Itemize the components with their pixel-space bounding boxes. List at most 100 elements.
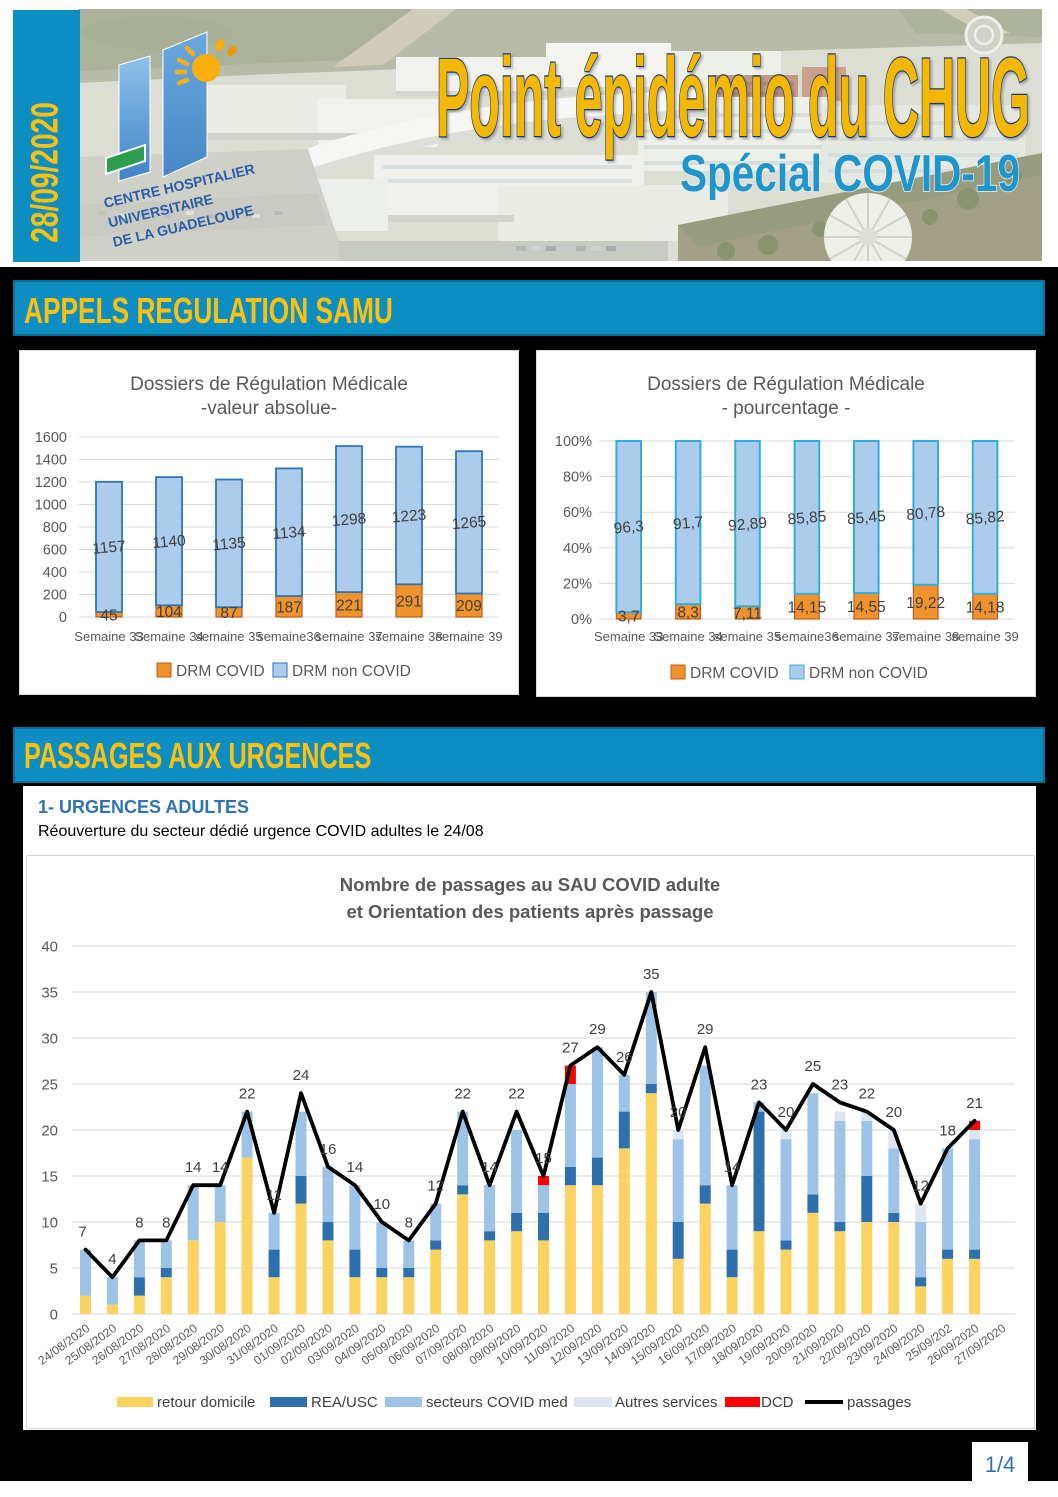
svg-text:22: 22 <box>239 1086 256 1103</box>
svg-text:5: 5 <box>50 1260 58 1277</box>
svg-text:10: 10 <box>373 1196 390 1213</box>
svg-text:1265: 1265 <box>451 513 487 533</box>
svg-text:et Orientation des patients ap: et Orientation des patients après passag… <box>346 901 713 922</box>
svg-text:1134: 1134 <box>272 523 307 543</box>
svg-text:14: 14 <box>481 1159 498 1176</box>
svg-text:DRM non COVID: DRM non COVID <box>292 663 411 680</box>
svg-text:semaine 37: semaine 37 <box>315 629 382 644</box>
svg-text:Semaine 33: Semaine 33 <box>594 629 663 644</box>
svg-text:87: 87 <box>220 605 237 622</box>
svg-text:30: 30 <box>41 1030 58 1047</box>
svg-text:14: 14 <box>212 1159 229 1176</box>
svg-text:1223: 1223 <box>391 507 427 527</box>
svg-text:209: 209 <box>456 598 482 615</box>
svg-text:35: 35 <box>41 984 58 1001</box>
svg-text:800: 800 <box>43 520 67 536</box>
svg-text:16: 16 <box>320 1141 337 1158</box>
svg-text:14: 14 <box>724 1159 741 1176</box>
svg-text:passages: passages <box>847 1394 911 1411</box>
svg-text:12: 12 <box>912 1178 929 1195</box>
svg-text:22: 22 <box>454 1086 471 1103</box>
svg-text:25: 25 <box>805 1058 822 1075</box>
svg-text:1600: 1600 <box>35 430 67 446</box>
svg-text:1000: 1000 <box>35 498 67 514</box>
svg-text:14,18: 14,18 <box>966 599 1005 616</box>
svg-text:Nombre de passages au SAU COVI: Nombre de passages au SAU COVID adulte <box>340 874 720 895</box>
svg-text:85,45: 85,45 <box>846 508 886 528</box>
svg-text:12: 12 <box>427 1178 444 1195</box>
svg-text:29: 29 <box>589 1021 606 1038</box>
svg-text:Point épidémio du CHUG: Point épidémio du CHUG <box>436 40 1030 160</box>
svg-text:29: 29 <box>697 1021 714 1038</box>
svg-text:20: 20 <box>885 1104 902 1121</box>
svg-text:DCD: DCD <box>761 1394 794 1411</box>
svg-text:Spécial COVID-19: Spécial COVID-19 <box>680 145 1020 200</box>
svg-text:100%: 100% <box>555 434 592 450</box>
svg-text:14,15: 14,15 <box>788 599 827 616</box>
svg-text:104: 104 <box>156 604 182 621</box>
svg-text:21: 21 <box>966 1095 983 1112</box>
svg-text:40: 40 <box>41 938 58 955</box>
svg-text:23: 23 <box>832 1076 849 1093</box>
svg-text:8,3: 8,3 <box>677 605 699 622</box>
svg-text:8: 8 <box>405 1214 413 1231</box>
svg-text:23: 23 <box>751 1076 768 1093</box>
svg-text:Semaine 34: Semaine 34 <box>134 629 203 644</box>
svg-text:96,3: 96,3 <box>613 518 645 538</box>
svg-text:0: 0 <box>59 610 67 626</box>
svg-text:secteurs COVID med: secteurs COVID med <box>426 1394 568 1411</box>
svg-text:25: 25 <box>41 1076 58 1093</box>
svg-text:REA/USC: REA/USC <box>311 1394 378 1411</box>
svg-text:14: 14 <box>347 1159 364 1176</box>
svg-text:7: 7 <box>78 1224 86 1241</box>
svg-text:26: 26 <box>616 1049 633 1066</box>
svg-text:14,55: 14,55 <box>847 599 886 616</box>
svg-text:semaine 38: semaine 38 <box>375 629 442 644</box>
svg-text:187: 187 <box>276 600 302 617</box>
svg-text:DRM non COVID: DRM non COVID <box>809 665 928 682</box>
svg-text:1200: 1200 <box>35 475 67 491</box>
svg-text:92,89: 92,89 <box>728 515 768 535</box>
svg-text:291: 291 <box>396 594 422 611</box>
svg-text:8: 8 <box>162 1214 170 1231</box>
svg-text:27: 27 <box>562 1040 579 1057</box>
svg-text:200: 200 <box>43 588 67 604</box>
svg-text:Semaine 34: Semaine 34 <box>653 629 722 644</box>
svg-text:4: 4 <box>108 1251 116 1268</box>
svg-text:Semaine 33: Semaine 33 <box>74 629 143 644</box>
svg-text:7,11: 7,11 <box>733 606 762 623</box>
svg-text:semaine 35: semaine 35 <box>714 629 781 644</box>
svg-text:semaine 38: semaine 38 <box>892 629 959 644</box>
svg-text:1400: 1400 <box>35 453 67 469</box>
svg-text:1135: 1135 <box>212 534 247 554</box>
svg-text:35: 35 <box>643 966 660 983</box>
svg-text:85,82: 85,82 <box>965 508 1005 528</box>
svg-text:Dossiers de Régulation Médical: Dossiers de Régulation Médicale <box>647 374 925 395</box>
svg-text:60%: 60% <box>563 505 592 521</box>
svg-text:Autres services: Autres services <box>615 1394 718 1411</box>
svg-text:8: 8 <box>135 1214 143 1231</box>
svg-text:0%: 0% <box>571 612 592 628</box>
svg-text:0: 0 <box>50 1306 58 1323</box>
svg-text:- pourcentage -: - pourcentage - <box>722 398 851 419</box>
svg-text:DRM COVID: DRM COVID <box>690 665 779 682</box>
svg-text:1298: 1298 <box>331 510 367 530</box>
svg-text:3,7: 3,7 <box>618 609 640 626</box>
svg-text:semaine 37: semaine 37 <box>833 629 900 644</box>
svg-text:22: 22 <box>858 1086 875 1103</box>
svg-text:18: 18 <box>939 1122 956 1139</box>
svg-text:semaine 39: semaine 39 <box>435 629 502 644</box>
svg-text:19,22: 19,22 <box>906 595 945 612</box>
svg-text:221: 221 <box>336 598 362 615</box>
svg-text:20%: 20% <box>563 576 592 592</box>
svg-text:80%: 80% <box>563 470 592 486</box>
svg-text:-valeur absolue-: -valeur absolue- <box>201 398 337 419</box>
svg-text:11: 11 <box>266 1187 282 1204</box>
svg-text:15: 15 <box>41 1168 58 1185</box>
svg-text:semaine 39: semaine 39 <box>951 629 1018 644</box>
svg-text:15: 15 <box>535 1150 552 1167</box>
svg-text:400: 400 <box>43 565 67 581</box>
svg-text:1157: 1157 <box>92 538 127 558</box>
svg-text:600: 600 <box>43 543 67 559</box>
svg-text:20: 20 <box>778 1104 795 1121</box>
